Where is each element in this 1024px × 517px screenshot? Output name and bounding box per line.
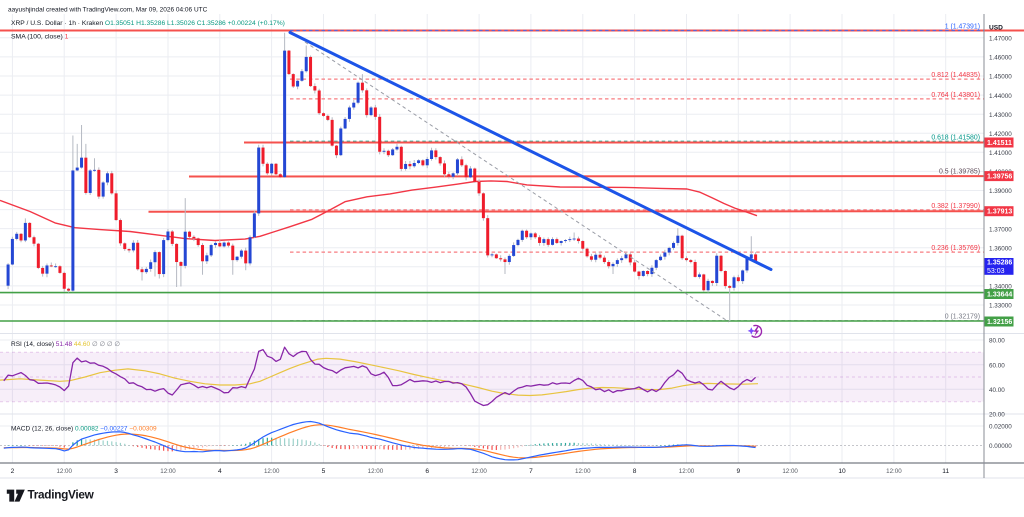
svg-text:2: 2 — [11, 468, 15, 475]
svg-text:1.32156: 1.32156 — [987, 319, 1012, 326]
svg-text:1.39756: 1.39756 — [987, 174, 1012, 181]
svg-text:1.45000: 1.45000 — [989, 74, 1012, 81]
svg-text:7: 7 — [529, 468, 533, 475]
svg-text:12:00: 12:00 — [471, 468, 487, 475]
svg-text:0.5 (1.39785): 0.5 (1.39785) — [939, 169, 980, 176]
svg-text:0.764 (1.43801): 0.764 (1.43801) — [931, 92, 980, 99]
svg-text:XRP / U.S. Dollar · 1h · Krake: XRP / U.S. Dollar · 1h · Kraken O1.35051… — [11, 20, 285, 27]
svg-text:1.41000: 1.41000 — [989, 150, 1012, 157]
svg-text:1.42000: 1.42000 — [989, 131, 1012, 138]
svg-text:1.46000: 1.46000 — [989, 55, 1012, 62]
svg-text:1.39000: 1.39000 — [989, 188, 1012, 195]
svg-text:USD: USD — [989, 25, 1003, 32]
svg-text:0.382 (1.37990): 0.382 (1.37990) — [931, 203, 980, 210]
svg-text:40.00: 40.00 — [989, 387, 1005, 394]
svg-text:12:00: 12:00 — [56, 468, 72, 475]
svg-text:20.00: 20.00 — [989, 412, 1005, 419]
svg-text:1.43000: 1.43000 — [989, 112, 1012, 119]
svg-text:12:00: 12:00 — [264, 468, 280, 475]
svg-text:0.02000: 0.02000 — [989, 424, 1012, 431]
svg-text:12:00: 12:00 — [575, 468, 591, 475]
svg-text:12:00: 12:00 — [782, 468, 798, 475]
svg-text:1.33644: 1.33644 — [987, 292, 1012, 299]
svg-text:1.44000: 1.44000 — [989, 93, 1012, 100]
svg-text:60.00: 60.00 — [989, 362, 1005, 369]
svg-text:0.236 (1.35769): 0.236 (1.35769) — [931, 245, 980, 252]
svg-text:0.812 (1.44835): 0.812 (1.44835) — [931, 72, 980, 79]
svg-text:53:03: 53:03 — [987, 268, 1005, 275]
svg-text:3: 3 — [114, 468, 118, 475]
svg-text:10: 10 — [838, 468, 846, 475]
svg-text:TradingView: TradingView — [28, 488, 95, 502]
svg-text:1 (1.47391): 1 (1.47391) — [945, 24, 980, 31]
svg-text:6: 6 — [425, 468, 429, 475]
svg-text:80.00: 80.00 — [989, 338, 1005, 345]
svg-text:1.37913: 1.37913 — [987, 209, 1012, 216]
svg-text:aayushjindal created with Trad: aayushjindal created with TradingView.co… — [8, 7, 208, 14]
svg-text:1.35286: 1.35286 — [987, 260, 1012, 267]
svg-text:1.47000: 1.47000 — [989, 36, 1012, 43]
svg-text:8: 8 — [633, 468, 637, 475]
svg-text:1.36000: 1.36000 — [989, 245, 1012, 252]
svg-text:0.00000: 0.00000 — [989, 443, 1012, 450]
svg-text:MACD (12, 26, close) 0.00082 −: MACD (12, 26, close) 0.00082 −0.00227 −0… — [11, 425, 157, 432]
svg-text:1.37000: 1.37000 — [989, 226, 1012, 233]
svg-text:12:00: 12:00 — [160, 468, 176, 475]
svg-text:0.618 (1.41580): 0.618 (1.41580) — [931, 134, 980, 141]
svg-text:9: 9 — [736, 468, 740, 475]
svg-text:5: 5 — [322, 468, 326, 475]
svg-text:4: 4 — [218, 468, 222, 475]
svg-text:12:00: 12:00 — [679, 468, 695, 475]
svg-text:12:00: 12:00 — [368, 468, 384, 475]
svg-text:RSI (14, close) 51.48 44.60 ∅: RSI (14, close) 51.48 44.60 ∅ ∅ ∅ ∅ — [11, 341, 120, 348]
svg-text:11: 11 — [942, 468, 949, 475]
svg-text:SMA (100, close) 1: SMA (100, close) 1 — [11, 34, 69, 41]
svg-text:1.33000: 1.33000 — [989, 303, 1012, 310]
svg-text:12:00: 12:00 — [886, 468, 902, 475]
svg-text:1.41511: 1.41511 — [987, 140, 1012, 147]
svg-text:0 (1.32179): 0 (1.32179) — [945, 314, 980, 321]
